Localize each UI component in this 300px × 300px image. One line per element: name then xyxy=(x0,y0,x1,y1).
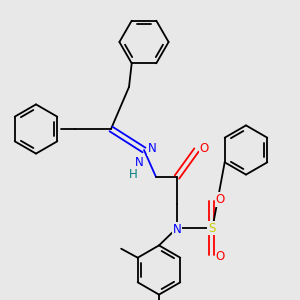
Text: N: N xyxy=(135,155,144,169)
Text: N: N xyxy=(172,223,182,236)
Text: O: O xyxy=(216,193,225,206)
Text: O: O xyxy=(216,250,225,263)
Text: O: O xyxy=(200,142,209,155)
Text: S: S xyxy=(208,221,215,235)
Text: H: H xyxy=(129,167,138,181)
Text: N: N xyxy=(148,142,157,155)
